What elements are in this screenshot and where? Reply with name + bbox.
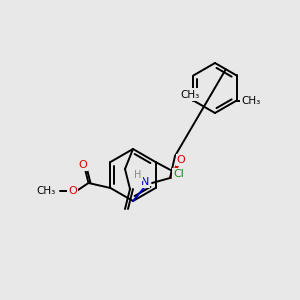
Text: O: O: [177, 155, 185, 165]
Text: Cl: Cl: [173, 169, 184, 179]
Text: CH₃: CH₃: [181, 89, 200, 100]
Text: CH₃: CH₃: [241, 95, 260, 106]
Text: O: O: [68, 186, 77, 196]
Text: O: O: [78, 160, 87, 170]
Text: CH₃: CH₃: [36, 186, 56, 196]
Text: H: H: [134, 170, 142, 180]
Text: N: N: [141, 177, 149, 187]
